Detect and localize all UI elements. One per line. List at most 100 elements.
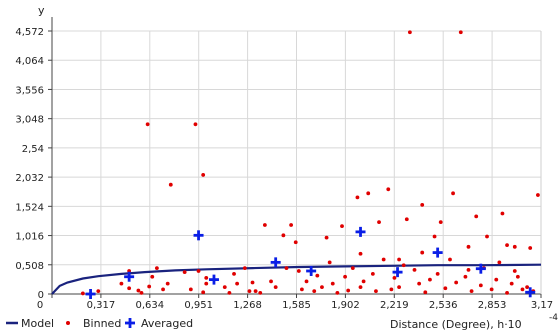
binned-point — [448, 257, 452, 262]
binned-point — [404, 217, 409, 222]
binned-point — [494, 277, 499, 282]
binned-point — [509, 281, 514, 286]
binned-point — [247, 289, 252, 294]
binned-point — [136, 288, 141, 293]
binned-point — [435, 271, 440, 276]
averaged-point — [193, 230, 204, 241]
binned-point — [168, 182, 173, 187]
x-axis-exponent: -4 — [549, 313, 558, 323]
binned-point — [420, 250, 425, 255]
binned-point — [299, 287, 304, 292]
binned-point — [340, 224, 344, 229]
averaged-point — [432, 247, 443, 258]
binned-point — [227, 290, 232, 295]
binned-point — [505, 243, 509, 248]
binned-point — [262, 223, 267, 227]
binned-point — [281, 233, 286, 238]
y-tick-label: 1,524 — [15, 202, 44, 213]
binned-point — [204, 275, 209, 280]
binned-point — [423, 290, 428, 295]
binned-point — [374, 289, 378, 294]
binned-point — [145, 122, 150, 127]
averaged-point — [85, 289, 96, 299]
x-tick-label: 0,634 — [135, 300, 164, 311]
binned-point — [469, 289, 474, 294]
x-axis-label: Distance (Degree), h·10 — [390, 318, 522, 331]
binned-point — [204, 281, 209, 286]
binned-point — [478, 283, 483, 288]
averaged-point — [124, 271, 135, 282]
binned-point — [327, 260, 332, 265]
binned-point — [432, 234, 437, 239]
binned-point — [165, 281, 170, 286]
binned-point — [330, 281, 335, 286]
x-tick-label: 1,902 — [331, 300, 360, 311]
binned-point — [505, 290, 509, 295]
model-line — [51, 263, 542, 295]
averaged-point — [355, 226, 366, 237]
binned-point — [397, 285, 401, 289]
averaged-point — [525, 287, 536, 298]
y-tick-label: 3,048 — [15, 115, 44, 126]
x-tick-label: 0 — [37, 300, 43, 311]
x-tick-label: 1,585 — [282, 300, 311, 311]
y-tick-label: 0,508 — [15, 261, 44, 272]
binned-point — [242, 266, 247, 271]
binned-point — [381, 257, 386, 262]
y-tick-label: 0 — [38, 290, 44, 301]
binned-point — [366, 191, 371, 196]
binned-point — [515, 274, 520, 279]
averaged-point — [270, 257, 281, 268]
binned-point — [196, 269, 201, 273]
averaged-points — [85, 226, 536, 299]
binned-point — [474, 214, 479, 219]
legend-model-label: Model — [21, 317, 54, 330]
x-tick-label: 0,317 — [87, 300, 116, 311]
binned-point — [512, 269, 517, 273]
binned-point — [343, 274, 347, 279]
binned-point — [188, 287, 193, 292]
binned-point — [258, 290, 263, 295]
binned-point — [485, 234, 489, 239]
binned-point — [201, 173, 206, 177]
binned-point — [150, 274, 155, 279]
binned-point — [392, 275, 397, 280]
binned-point — [358, 285, 363, 289]
averaged-point — [475, 263, 486, 274]
binned-point — [96, 289, 101, 294]
averaged-point — [306, 265, 317, 276]
x-tick-label: 2,219 — [380, 300, 409, 311]
binned-point — [525, 285, 530, 289]
binned-point — [428, 277, 432, 282]
binned-point — [497, 260, 502, 265]
y-tick-label: 2,54 — [22, 144, 44, 155]
x-tick-label: 1,268 — [233, 300, 262, 311]
averaged-point — [208, 274, 219, 285]
binned-point — [361, 279, 366, 284]
binned-point — [293, 240, 298, 245]
binned-point — [500, 211, 505, 216]
y-tick-label: 2,032 — [15, 173, 44, 184]
y-tick-labels: 0 0,508 1,016 1,524 2,032 2,54 3,048 3,556 4,064… — [15, 27, 44, 301]
binned-point — [182, 270, 187, 275]
binned-point — [386, 187, 391, 192]
binned-point — [119, 281, 124, 286]
binned-point — [417, 281, 422, 286]
binned-point — [269, 279, 273, 284]
binned-point — [324, 235, 329, 240]
binned-point — [512, 244, 517, 249]
x-tick-label: 2,853 — [478, 300, 507, 311]
binned-point — [315, 273, 320, 278]
binned-point — [458, 30, 463, 35]
binned-point — [463, 274, 468, 279]
binned-point — [284, 266, 289, 271]
binned-point — [161, 287, 165, 292]
binned-point — [466, 244, 471, 249]
binned-point — [253, 289, 258, 294]
legend-averaged-swatch — [125, 318, 135, 328]
binned-point — [370, 271, 375, 276]
x-axis-multiplier: ·10 — [504, 318, 522, 331]
binned-point — [536, 193, 540, 197]
binned-point — [528, 246, 533, 250]
